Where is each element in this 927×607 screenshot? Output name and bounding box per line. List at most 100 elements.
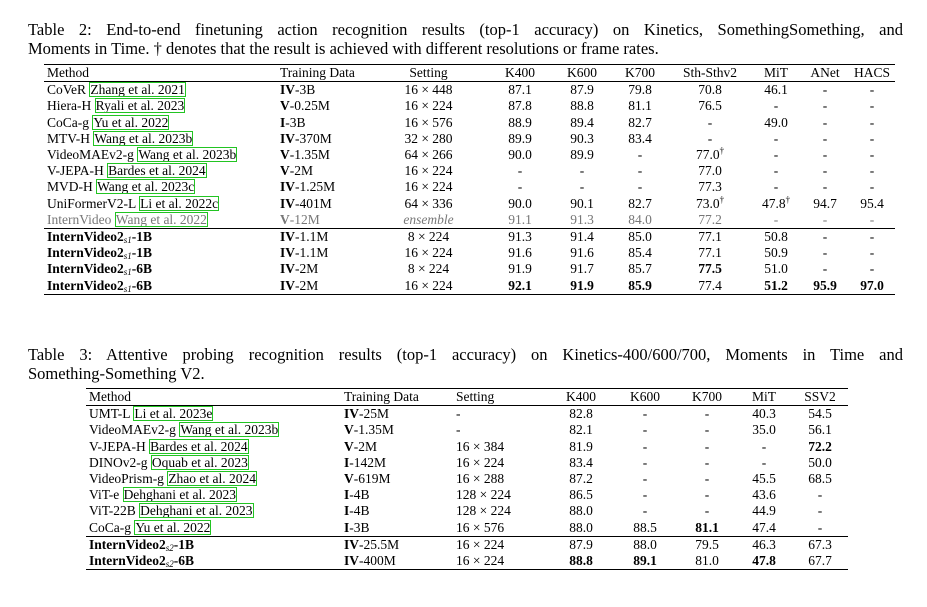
citation-link[interactable]: Ryali et al. 2023 (94, 98, 186, 114)
citation-link[interactable]: Li et al. 2023e (133, 406, 214, 422)
table3-caption: Table 3: Attentive probing recognition r… (28, 345, 903, 383)
ssv2-cell: 77.4 (698, 277, 722, 293)
ssv2-cell: 68.5 (808, 471, 832, 487)
citation-link[interactable]: Wang et al. 2023b (179, 422, 280, 438)
col-header-k700: K700 (692, 389, 722, 405)
table-row: MTV-H Wang et al. 2023b IV-370M 32 × 280 89… (44, 130, 895, 147)
k600-cell: - (642, 503, 648, 519)
citation-link[interactable]: Li et al. 2022c (139, 195, 220, 211)
k400-cell: 92.1 (508, 277, 532, 293)
setting-cell: 16 × 576 (456, 519, 505, 535)
method-name: ViT-22B (89, 503, 136, 519)
k400-cell: - (517, 163, 523, 179)
hacs-cell: - (869, 130, 875, 146)
anet-cell: - (822, 130, 828, 146)
k700-cell: - (704, 438, 710, 454)
data-cell: IV-1.25M (280, 179, 336, 195)
table3-caption-line2: Something-Something V2. (28, 364, 205, 383)
k600-cell: - (642, 422, 648, 438)
citation-link[interactable]: Dehghani et al. 2023 (122, 487, 238, 503)
citation-link[interactable]: Oquab et al. 2023 (150, 454, 249, 470)
citation-link[interactable]: Bardes et al. 2024 (149, 438, 249, 454)
setting-cell: 16 × 224 (404, 163, 453, 179)
k400-cell: 90.0 (508, 195, 532, 211)
k400-cell: 88.8 (569, 552, 593, 568)
setting-cell: 16 × 224 (404, 98, 453, 114)
method-cell: MTV-H Wang et al. 2023b (44, 130, 280, 147)
setting-cell: 16 × 224 (456, 552, 505, 568)
anet-cell: - (822, 147, 828, 163)
anet-cell: - (822, 179, 828, 195)
citation-link[interactable]: Dehghani et al. 2023 (139, 503, 254, 519)
ssv2-cell: 67.7 (808, 552, 832, 568)
data-cell: V-12M (280, 211, 320, 227)
citation-link[interactable]: Bardes et al. 2024 (107, 163, 207, 179)
method-name: UniFormerV2-L (47, 195, 136, 211)
anet-cell: - (822, 211, 828, 227)
data-cell: IV-1.1M (280, 228, 329, 244)
data-modality: V (280, 147, 290, 163)
k600-cell: 91.9 (570, 277, 594, 293)
citation-link[interactable]: Wang et al. 2022 (114, 211, 208, 227)
k700-cell: 83.4 (628, 130, 652, 146)
citation-link[interactable]: Wang et al. 2023c (96, 179, 196, 195)
method-cell: V-JEPA-H Bardes et al. 2024 (86, 438, 344, 455)
table-row: Hiera-H Ryali et al. 2023 V-0.25M 16 × 224… (44, 98, 895, 114)
ssv2-cell: 77.1 (698, 228, 722, 244)
table-row: CoCa-g Yu et al. 2022 I-3B 16 × 576 88.0 88.… (86, 519, 848, 537)
data-modality: IV (280, 82, 296, 98)
col-header-hacs: HACS (853, 65, 890, 81)
data-cell: I-142M (344, 454, 387, 470)
model-size: -6B (173, 552, 195, 568)
data-modality: V (280, 211, 290, 227)
setting-cell: ensemble (403, 211, 454, 227)
table-row-ours: InternVideo2s1-1B IV-1.1M 16 × 224 91.6 91.6… (44, 245, 895, 261)
method-cell: UniFormerV2-L Li et al. 2022c (44, 195, 280, 212)
citation-link[interactable]: Zhao et al. 2024 (167, 471, 258, 487)
citation-link[interactable]: Yu et al. 2022 (92, 114, 170, 130)
data-cell: IV-25.5M (344, 536, 400, 552)
mit-cell: 50.9 (764, 245, 788, 261)
data-cell: IV-3B (280, 82, 316, 98)
stage-subscript: s2 (165, 542, 174, 553)
table-row: ViT-e Dehghani et al. 2023 I-4B 128 × 224 8… (86, 487, 848, 503)
col-header-ssv2: SSV2 (804, 389, 836, 405)
citation-link[interactable]: Yu et al. 2022 (134, 519, 212, 535)
data-cell: I-3B (344, 519, 370, 535)
method-name: MVD-H (47, 179, 93, 195)
data-modality: IV (280, 277, 296, 293)
citation-link[interactable]: Wang et al. 2023b (93, 130, 194, 146)
k700-cell: 85.4 (628, 245, 652, 261)
col-header-method: Method (47, 65, 89, 81)
ssv2-cell: 72.2 (808, 438, 832, 454)
k700-cell: - (637, 179, 643, 195)
mit-cell: 46.1 (764, 82, 788, 98)
k400-cell: 86.5 (569, 487, 593, 503)
hacs-cell: - (869, 147, 875, 163)
k400-cell: 91.6 (508, 245, 532, 261)
k400-cell: 87.9 (569, 536, 593, 552)
k700-cell: 82.7 (628, 114, 652, 130)
method-name: Hiera-H (47, 98, 92, 114)
mit-cell: 44.9 (752, 503, 776, 519)
model-size: -1B (131, 228, 153, 244)
method-cell: InternVideo2s2-1B (86, 536, 344, 553)
data-cell: I-3B (280, 114, 306, 130)
data-modality: I (280, 114, 286, 130)
mit-cell: - (773, 179, 779, 195)
table-row: CoCa-g Yu et al. 2022 I-3B 16 × 576 88.9 89.… (44, 114, 895, 131)
dagger-mark: † (785, 194, 791, 205)
data-modality: IV (280, 228, 296, 244)
table-row: VideoMAEv2-g Wang et al. 2023b V-1.35M 64 … (44, 146, 895, 163)
k700-cell: 85.7 (628, 261, 652, 277)
citation-link[interactable]: Wang et al. 2023b (137, 147, 238, 163)
method-cell: V-JEPA-H Bardes et al. 2024 (44, 163, 280, 179)
anet-cell: 94.7 (813, 195, 837, 211)
k700-cell: 81.1 (628, 98, 652, 114)
mit-cell: - (761, 454, 767, 470)
mit-cell: 51.2 (764, 277, 788, 293)
table2-caption: Table 2: End-to-end finetuning action re… (28, 20, 903, 58)
citation-link[interactable]: Zhang et al. 2021 (89, 82, 186, 98)
method-name: ViT-e (89, 487, 120, 503)
table3-caption-line1: Attentive probing recognition results (t… (106, 345, 903, 364)
